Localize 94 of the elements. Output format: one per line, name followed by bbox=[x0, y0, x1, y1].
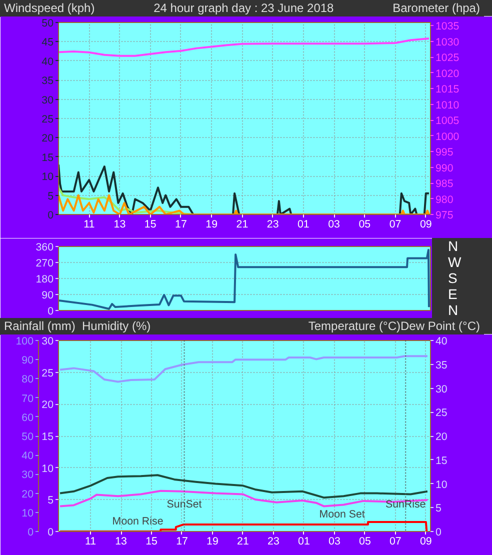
y-tick-label: 30 bbox=[42, 94, 54, 106]
y-tick-label: 270 bbox=[36, 258, 54, 270]
x-tick-label: 21 bbox=[237, 536, 249, 548]
y2-tick-label: 80 bbox=[22, 374, 34, 386]
x-tick-label: 03 bbox=[328, 536, 340, 548]
y-tick-label: 35 bbox=[42, 75, 54, 88]
y2-tick-label: 20 bbox=[22, 488, 34, 500]
y2-tick-label: 30 bbox=[22, 469, 34, 482]
x-tick-label: 09 bbox=[420, 536, 432, 548]
y2-tick-label: 1000 bbox=[436, 130, 460, 143]
y-tick-label: 360 bbox=[36, 242, 54, 254]
y2-tick-label: 60 bbox=[22, 412, 34, 424]
x-tick-label: 11 bbox=[84, 536, 96, 548]
y2-tick-label: 1010 bbox=[436, 99, 460, 112]
x-tick-label: 01 bbox=[298, 536, 310, 548]
y-tick-label: 180 bbox=[36, 274, 54, 286]
y2-tick-label: 100 bbox=[16, 336, 34, 348]
x-tick-label: 13 bbox=[114, 218, 126, 230]
y-tick-label: 0 bbox=[48, 210, 54, 222]
annotation: Moon Set bbox=[319, 508, 365, 520]
text: S bbox=[448, 270, 458, 286]
y-tick-label: 5 bbox=[48, 494, 54, 507]
x-tick-label: 15 bbox=[146, 536, 158, 548]
y-tick-label: 40 bbox=[42, 56, 54, 68]
y2-tick-label: 1025 bbox=[436, 52, 460, 64]
y-tick-label: 20 bbox=[42, 132, 54, 145]
x-tick-label: 17 bbox=[176, 536, 188, 548]
x-tick-label: 07 bbox=[389, 218, 402, 230]
y2-tick-label: 985 bbox=[436, 178, 454, 190]
x-tick-label: 01 bbox=[298, 218, 310, 230]
y2-tick-label: 40 bbox=[22, 450, 34, 462]
text: E bbox=[448, 286, 458, 302]
y-tick-label: 10 bbox=[42, 462, 54, 475]
y-tick-label: 20 bbox=[42, 399, 54, 412]
x-tick-label: 03 bbox=[328, 218, 340, 230]
y3-axis-title: Temperature (°C)Dew Point (°C) bbox=[308, 318, 480, 335]
y-axis-title: Windspeed (kph) bbox=[4, 0, 95, 17]
y3-tick-label: 40 bbox=[436, 336, 448, 348]
text: W bbox=[448, 254, 462, 270]
x-tick-label: 07 bbox=[390, 536, 402, 548]
y2-tick-label: 70 bbox=[22, 392, 34, 405]
y2-tick-label: 990 bbox=[436, 162, 454, 174]
y3-tick-label: 20 bbox=[436, 431, 448, 443]
x-tick-label: 19 bbox=[206, 536, 218, 548]
x-tick-label: 15 bbox=[144, 218, 156, 230]
ref-line-label: SunSet bbox=[166, 498, 202, 510]
x-tick-label: 17 bbox=[175, 218, 187, 230]
x-tick-label: 21 bbox=[236, 218, 248, 230]
y-tick-label: 45 bbox=[42, 36, 54, 49]
y2-tick-label: 50 bbox=[22, 431, 34, 443]
y2-tick-label: 1030 bbox=[436, 36, 460, 48]
x-tick-label: 09 bbox=[420, 218, 432, 230]
y-tick-label: 90 bbox=[42, 290, 54, 302]
y2-tick-label: 0 bbox=[28, 526, 34, 538]
y2-tick-label: 980 bbox=[436, 194, 454, 206]
x-tick-label: 05 bbox=[359, 536, 371, 548]
chart-title: 24 hour graph day : 23 June 2018 bbox=[154, 0, 334, 17]
y-tick-label: 50 bbox=[42, 18, 54, 30]
y-tick-label: 25 bbox=[42, 114, 54, 126]
y2-axis-title: Barometer (hpa) bbox=[392, 0, 480, 17]
y-tick-label: 15 bbox=[42, 152, 54, 164]
y3-tick-label: 25 bbox=[436, 407, 448, 420]
x-tick-label: 11 bbox=[84, 218, 95, 230]
x-tick-label: 19 bbox=[206, 218, 218, 230]
ref-line-label: SunRise bbox=[385, 498, 426, 510]
y2-tick-label: 10 bbox=[22, 507, 34, 520]
text: N bbox=[448, 302, 458, 318]
y3-tick-label: 0 bbox=[436, 526, 442, 538]
y2-tick-label: 975 bbox=[436, 210, 454, 222]
y3-tick-label: 30 bbox=[436, 383, 448, 396]
y2-tick-label: 995 bbox=[436, 146, 454, 159]
y3-tick-label: 5 bbox=[436, 502, 442, 515]
y-tick-label: 10 bbox=[42, 171, 54, 184]
annotation: Moon Rise bbox=[112, 516, 164, 528]
x-tick-label: 05 bbox=[358, 218, 371, 230]
y-tick-label: 5 bbox=[48, 190, 54, 202]
y-tick-label: 25 bbox=[42, 367, 54, 380]
y2-tick-label: 90 bbox=[22, 354, 34, 367]
x-tick-label: 23 bbox=[268, 536, 280, 548]
x-tick-label: 23 bbox=[266, 218, 279, 230]
y2-tick-label: 1015 bbox=[436, 84, 460, 96]
x-tick-label: 13 bbox=[115, 536, 128, 548]
y2-tick-label: 1020 bbox=[436, 68, 460, 80]
y-tick-label: 30 bbox=[42, 336, 54, 348]
y3-tick-label: 10 bbox=[436, 478, 448, 491]
y2-tick-label: 1005 bbox=[436, 115, 460, 128]
text: Rainfall (mm) Humidity (%) bbox=[4, 319, 151, 333]
text: N bbox=[448, 238, 458, 254]
y-tick-label: 0 bbox=[48, 526, 54, 538]
y-tick-label: 15 bbox=[42, 431, 54, 443]
y2-tick-label: 1035 bbox=[436, 20, 460, 33]
y-tick-label: 0 bbox=[48, 306, 54, 318]
y3-tick-label: 15 bbox=[436, 454, 448, 467]
y3-tick-label: 35 bbox=[436, 359, 448, 372]
